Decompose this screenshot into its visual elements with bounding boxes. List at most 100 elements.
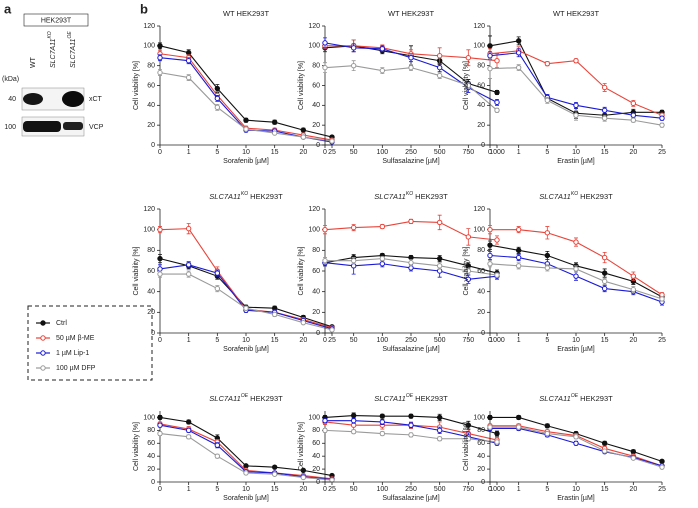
data-point — [601, 278, 608, 285]
kda-label: (kDa) — [2, 76, 19, 83]
data-point — [243, 470, 249, 476]
panel-label: b — [140, 1, 148, 16]
legend-marker — [40, 350, 46, 356]
data-point — [465, 276, 472, 282]
data-point — [573, 273, 579, 279]
data-point — [350, 45, 357, 51]
x-tick-label: 1000 — [489, 149, 505, 156]
data-point — [465, 436, 472, 442]
data-point — [494, 99, 500, 106]
y-tick-label: 20 — [477, 122, 485, 129]
data-point — [271, 311, 278, 318]
data-point — [436, 255, 443, 262]
y-tick-label: 40 — [477, 289, 485, 296]
y-tick-label: 60 — [477, 82, 485, 89]
data-point — [436, 72, 443, 79]
y-tick-label: 80 — [147, 427, 155, 434]
data-point — [157, 69, 163, 76]
y-tick-label: 60 — [477, 440, 485, 447]
data-point — [601, 115, 608, 121]
y-tick-label: 80 — [147, 247, 155, 254]
x-tick-label: 50 — [350, 486, 358, 493]
data-point — [408, 55, 414, 61]
x-tick-label: 10 — [572, 486, 580, 493]
data-point — [322, 427, 328, 434]
y-tick-label: 0 — [151, 142, 155, 149]
data-point — [573, 266, 579, 272]
y-tick-label: 100 — [143, 43, 155, 50]
x-tick-label: 100 — [376, 149, 388, 156]
text: HEK293T — [248, 394, 283, 403]
data-point — [214, 95, 221, 102]
data-point — [630, 100, 637, 107]
x-tick-label: 0 — [488, 337, 492, 344]
data-point — [487, 424, 493, 430]
protein-label: xCT — [89, 96, 103, 103]
superscript: KO — [241, 191, 248, 197]
x-tick-label: 0 — [488, 149, 492, 156]
y-tick-label: 20 — [477, 309, 485, 316]
y-axis-label: Cell viability [%] — [298, 61, 305, 110]
x-tick-label: 20 — [629, 149, 637, 156]
x-tick-label: 25 — [328, 149, 336, 156]
y-tick-label: 100 — [308, 227, 320, 234]
y-tick-label: 120 — [143, 206, 155, 213]
x-axis-label: Sorafenib [µM] — [223, 346, 269, 353]
x-tick-label: 1 — [187, 337, 191, 344]
data-point — [408, 432, 414, 438]
header-box — [23, 13, 89, 27]
y-tick-label: 120 — [473, 206, 485, 213]
data-point — [243, 126, 249, 132]
x-axis-label: Sulfasalazine [µM] — [382, 346, 439, 353]
data-point — [436, 53, 443, 59]
x-tick-label: 5 — [545, 486, 549, 493]
y-axis-label: Cell viability [%] — [463, 246, 470, 295]
y-tick-label: 40 — [477, 453, 485, 460]
superscript: KO — [47, 31, 53, 38]
data-point — [408, 265, 414, 271]
x-tick-label: 0 — [323, 149, 327, 156]
data-point — [322, 417, 328, 424]
data-point — [659, 464, 665, 470]
data-point — [659, 115, 665, 121]
series-line — [324, 65, 498, 111]
x-tick-label: 15 — [601, 149, 609, 156]
data-point — [465, 422, 472, 428]
y-tick-label: 60 — [147, 82, 155, 89]
x-tick-label: 50 — [350, 149, 358, 156]
data-point — [436, 219, 443, 226]
y-tick-label: 80 — [312, 247, 320, 254]
x-tick-label: 0 — [158, 486, 162, 493]
y-tick-label: 80 — [312, 63, 320, 70]
data-point — [544, 230, 551, 236]
x-axis-label: Sorafenib [µM] — [223, 495, 269, 502]
data-point — [436, 64, 443, 71]
data-point — [350, 417, 357, 424]
chart-title: SLC7A11KO HEK293T — [539, 191, 613, 201]
y-tick-label: 0 — [481, 142, 485, 149]
x-tick-label: 10 — [572, 149, 580, 156]
y-axis-label: Cell viability [%] — [133, 422, 140, 471]
x-tick-label: 250 — [405, 337, 417, 344]
y-axis-label: Cell viability [%] — [298, 246, 305, 295]
text: WT HEK293T — [553, 9, 600, 18]
text: WT HEK293T — [223, 9, 270, 18]
gene: SLC7A11 — [209, 394, 241, 403]
data-point — [630, 117, 637, 123]
y-tick-label: 0 — [481, 330, 485, 337]
data-point — [544, 97, 551, 104]
superscript: OE — [406, 393, 414, 399]
data-point — [515, 50, 522, 56]
gene: SLC7A11 — [209, 192, 241, 201]
x-axis-label: Erastin [µM] — [557, 158, 595, 165]
legend-marker — [40, 320, 46, 326]
x-axis-label: Erastin [µM] — [557, 346, 595, 353]
data-point — [379, 413, 386, 419]
data-point — [544, 265, 551, 271]
x-tick-label: 1 — [517, 337, 521, 344]
data-point — [436, 263, 443, 269]
data-point — [487, 252, 493, 259]
x-tick-label: 25 — [658, 337, 666, 344]
data-point — [214, 85, 221, 92]
x-tick-label: 10 — [242, 486, 250, 493]
